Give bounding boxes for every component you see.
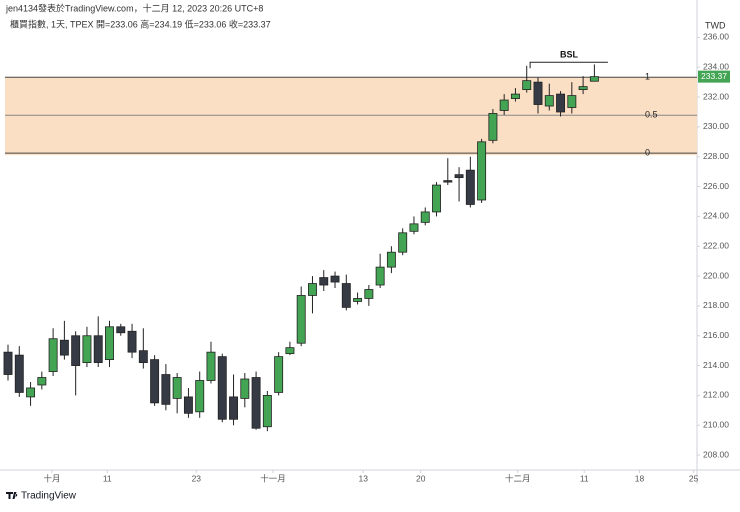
candle-body	[341, 283, 351, 308]
candle-body	[82, 335, 92, 363]
candle-body	[285, 347, 295, 355]
candle-body	[251, 377, 261, 429]
candle-body	[206, 351, 216, 381]
currency-label: TWD	[705, 20, 726, 30]
y-tick-label: 212.00	[703, 390, 729, 400]
candle-body	[3, 351, 13, 375]
x-tick-label: 十二月	[505, 473, 531, 483]
fib-level-label: 0	[645, 148, 650, 158]
candle-body	[578, 86, 588, 91]
bsl-line	[529, 61, 608, 69]
candle-body	[116, 326, 126, 334]
x-tick-label: 13	[358, 473, 368, 483]
y-tick-label: 228.00	[703, 151, 729, 161]
candle-body	[364, 289, 374, 299]
candle-body	[533, 81, 543, 105]
candle-body	[150, 359, 160, 404]
candle-body	[488, 113, 498, 141]
fib-level-label: 0.5	[645, 110, 658, 120]
y-tick-label: 230.00	[703, 121, 729, 131]
candle-body	[319, 277, 329, 286]
candle-body	[161, 374, 171, 405]
x-tick-label: 18	[635, 473, 645, 483]
y-tick-label: 232.00	[703, 91, 729, 101]
chart-subtitle: 櫃買指數, 1天, TPEX 開=233.06 高=234.19 低=233.0…	[10, 18, 271, 29]
candle-body	[420, 211, 430, 223]
candle-body	[274, 356, 284, 393]
candle-body	[386, 251, 396, 268]
candle-body	[522, 80, 532, 91]
y-tick-label: 208.00	[703, 449, 729, 459]
fib-zone	[5, 77, 697, 156]
candle-body	[296, 295, 306, 344]
candle-body	[229, 396, 238, 420]
candle-body	[398, 232, 408, 253]
candle-body	[589, 76, 599, 82]
last-price-tag	[698, 70, 730, 83]
x-tick-label: 20	[416, 473, 426, 483]
candle-body	[262, 395, 272, 428]
candle-body	[556, 93, 566, 113]
y-tick-label: 226.00	[703, 181, 729, 191]
candle-body	[217, 356, 227, 420]
y-tick-label: 220.00	[703, 270, 729, 280]
candle-body	[183, 396, 193, 414]
brand-name: TradingView	[21, 491, 77, 502]
candle-body	[308, 283, 317, 296]
candle-body	[71, 335, 81, 366]
candle-body	[443, 180, 453, 183]
candle-body	[567, 95, 577, 108]
x-tick-label: 十一月	[260, 473, 286, 483]
candle-body	[330, 275, 340, 283]
candle-body	[26, 387, 36, 398]
last-price-label: 233.37	[701, 71, 727, 81]
x-tick-label: 25	[689, 473, 699, 483]
candle-body	[105, 326, 114, 361]
candle-body	[127, 330, 137, 353]
y-tick-label: 224.00	[703, 211, 729, 221]
y-tick-label: 216.00	[703, 330, 729, 340]
x-tick-label: 23	[192, 473, 202, 483]
candle-body	[499, 99, 509, 111]
candle-body	[37, 377, 47, 386]
y-tick-label: 234.00	[703, 61, 729, 71]
chart-title: jen4134發表於TradingView.com，十二月 12, 2023 2…	[5, 2, 263, 13]
fib-level-label: 1	[645, 72, 650, 82]
candle-body	[454, 174, 464, 179]
y-tick-label: 222.00	[703, 240, 729, 250]
x-tick-label: 11	[580, 473, 589, 483]
y-tick-label: 210.00	[703, 419, 729, 429]
x-tick-label: 11	[103, 473, 112, 483]
candle-body	[375, 266, 385, 286]
candle-body	[544, 95, 554, 107]
candle-body	[14, 354, 24, 393]
candle-body	[240, 378, 250, 399]
candle-body	[93, 335, 103, 363]
candle-body	[510, 93, 520, 99]
candle-body	[138, 350, 148, 363]
candle-body	[409, 223, 419, 232]
candle-body	[48, 338, 58, 372]
candle-body	[59, 339, 69, 356]
bsl-label: BSL	[560, 50, 579, 60]
candle-body	[465, 169, 475, 205]
y-tick-label: 218.00	[703, 300, 729, 310]
y-tick-label: 236.00	[703, 32, 729, 42]
candle-body	[432, 184, 441, 213]
candle-body	[353, 298, 363, 302]
candle-body	[477, 141, 487, 201]
x-tick-label: 十月	[43, 473, 60, 483]
y-tick-label: 214.00	[703, 360, 729, 370]
candle-body	[195, 380, 205, 413]
brand-logo	[6, 492, 18, 499]
candle-body	[172, 377, 182, 399]
